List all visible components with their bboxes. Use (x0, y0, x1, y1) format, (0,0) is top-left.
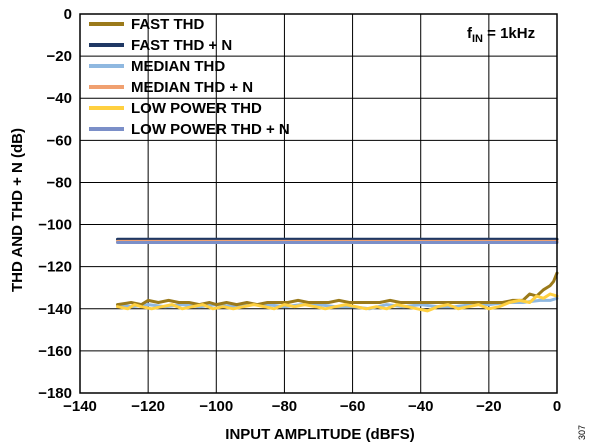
x-tick-label: 0 (553, 398, 561, 415)
frequency-annotation: fIN = 1kHz (467, 25, 535, 45)
annotation-rest: = 1kHz (483, 25, 535, 42)
annotation-sub: IN (472, 33, 483, 45)
y-tick-label: −40 (47, 90, 72, 107)
y-tick-label: −120 (38, 259, 72, 276)
y-tick-label: 0 (64, 6, 72, 23)
y-tick-label: −180 (38, 385, 72, 402)
legend: FAST THD FAST THD + N MEDIAN THD MEDIAN THD… (89, 16, 290, 138)
x-tick-label: −40 (408, 398, 433, 415)
y-tick-label: −100 (38, 217, 72, 234)
x-tick-label: −60 (340, 398, 365, 415)
x-tick-label: −20 (476, 398, 501, 415)
plot-frame (79, 13, 558, 394)
series-low-power-thd (116, 292, 559, 313)
annotation-f: f (467, 25, 473, 42)
legend-label: LOW POWER THD + N (131, 121, 290, 138)
y-tick-label: −140 (38, 301, 72, 318)
legend-label: LOW POWER THD (131, 100, 262, 117)
y-tick-label: −60 (47, 132, 72, 149)
legend-label: MEDIAN THD + N (131, 79, 253, 96)
series-fast-thd (116, 271, 559, 307)
legend-item: MEDIAN THD + N (89, 79, 253, 96)
legend-item: MEDIAN THD (89, 58, 225, 75)
tick-labels: −140 −120 −100 −80 −60 −40 −20 0 0 −20 −40 −60 −80 −1… (38, 6, 561, 415)
series-lines (116, 237, 559, 313)
legend-item: FAST THD (89, 16, 204, 33)
legend-item: LOW POWER THD (89, 100, 262, 117)
y-tick-label: −20 (47, 48, 72, 65)
legend-item: LOW POWER THD + N (89, 121, 290, 138)
legend-label: FAST THD + N (131, 37, 232, 54)
y-tick-label: −80 (47, 174, 72, 191)
legend-label: MEDIAN THD (131, 58, 225, 75)
x-tick-label: −120 (131, 398, 165, 415)
x-tick-label: −140 (63, 398, 97, 415)
x-tick-label: −80 (272, 398, 297, 415)
x-axis-title: INPUT AMPLITUDE (dBFS) (225, 426, 414, 443)
legend-item: FAST THD + N (89, 37, 232, 54)
y-tick-label: −160 (38, 343, 72, 360)
figure-id: 307 (577, 425, 587, 440)
x-tick-label: −100 (199, 398, 233, 415)
y-axis-title: THD AND THD + N (dB) (9, 128, 26, 292)
legend-label: FAST THD (131, 16, 204, 33)
